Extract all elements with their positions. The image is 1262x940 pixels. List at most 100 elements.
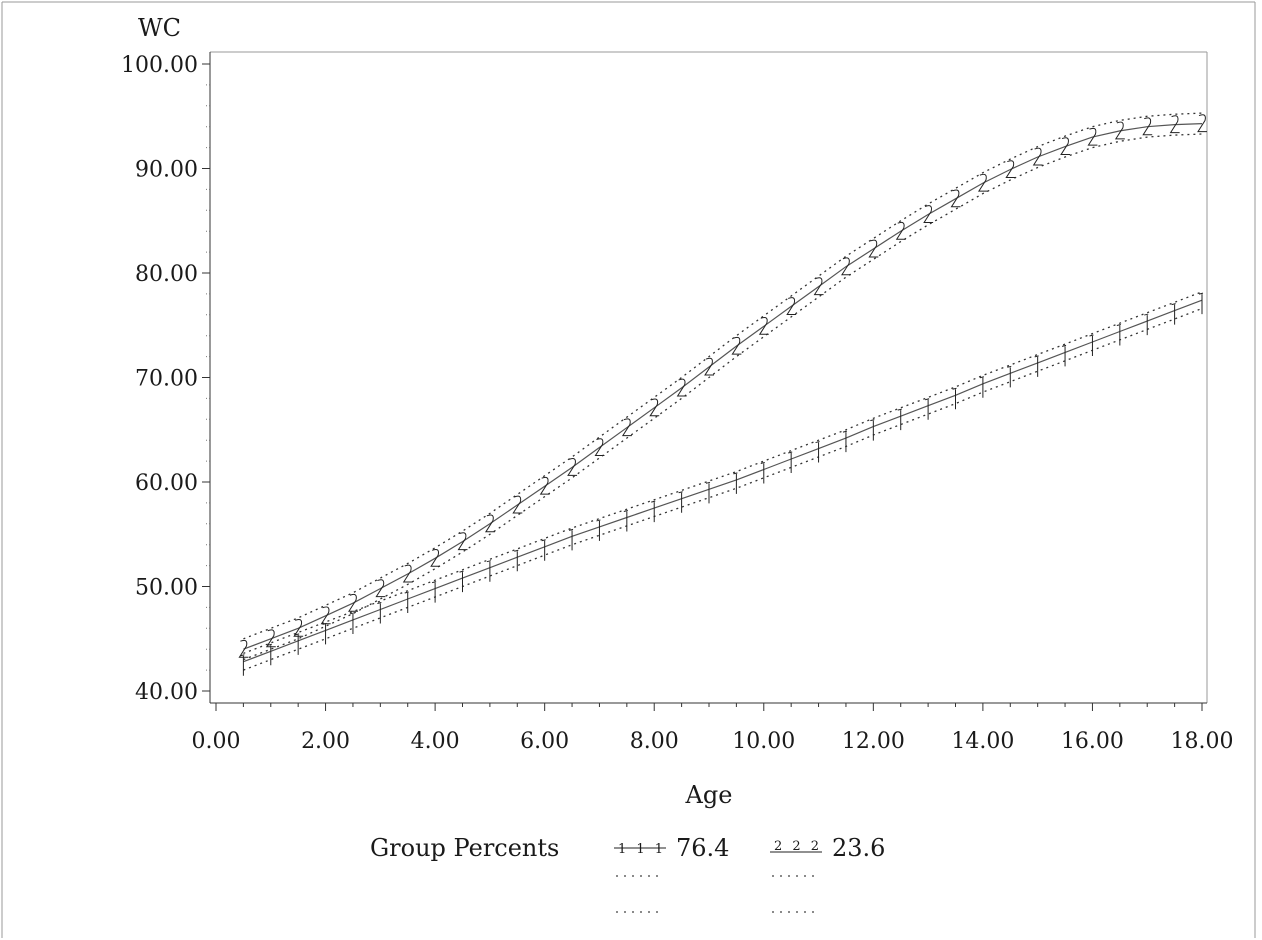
series-2-lower-ci bbox=[243, 133, 1203, 661]
series-1-point bbox=[431, 581, 437, 603]
series-1-point bbox=[1034, 355, 1039, 377]
series-1-point bbox=[1007, 365, 1012, 388]
y-axis-ticks: 40.00 50.00 60.00 70.00 80.00 90.00 100.00 bbox=[121, 53, 210, 705]
series-2-point bbox=[1005, 160, 1016, 179]
series-2-point bbox=[1169, 115, 1180, 134]
series-2-point bbox=[1197, 114, 1207, 133]
series-2-point bbox=[868, 239, 879, 258]
series-1-point bbox=[623, 510, 628, 532]
series-2-point bbox=[895, 221, 906, 240]
x-tick-label: 16.00 bbox=[1061, 729, 1124, 754]
y-tick-label: 100.00 bbox=[121, 53, 198, 78]
legend-label-2: 23.6 bbox=[832, 834, 885, 862]
series-2-point bbox=[512, 495, 523, 514]
series-1-point bbox=[1198, 292, 1204, 315]
series-1-point bbox=[651, 500, 656, 523]
series-2-point bbox=[320, 606, 331, 625]
series-1-point bbox=[568, 528, 574, 551]
series-1-point bbox=[322, 622, 327, 645]
series-layer bbox=[238, 112, 1207, 676]
x-tick-label: 4.00 bbox=[411, 729, 460, 754]
series-1-point bbox=[733, 472, 738, 494]
series-2-point bbox=[484, 514, 495, 533]
x-tick-label: 6.00 bbox=[520, 729, 569, 754]
series-1-point bbox=[897, 408, 902, 431]
series-2-point bbox=[402, 564, 413, 583]
series-1-point bbox=[870, 419, 875, 441]
legend-entry-2: 2 2 2 23.6 bbox=[770, 834, 885, 913]
series-1-point bbox=[267, 643, 272, 666]
y-tick-label: 40.00 bbox=[135, 680, 198, 705]
series-2-point bbox=[676, 378, 687, 397]
series-group-1 bbox=[240, 291, 1204, 676]
x-tick-label: 0.00 bbox=[192, 729, 241, 754]
series-1-point bbox=[240, 654, 245, 676]
series-2-point bbox=[923, 205, 934, 223]
x-axis-ticks: 0.00 2.00 4.00 6.00 8.00 10.00 12.00 14.00 16.00… bbox=[192, 703, 1234, 754]
series-1-point bbox=[377, 602, 382, 624]
series-1-point bbox=[404, 591, 409, 614]
series-2-point bbox=[1032, 147, 1043, 166]
legend-symbol-2: 2 2 2 bbox=[774, 839, 822, 854]
series-1-point bbox=[705, 481, 711, 504]
x-tick-label: 12.00 bbox=[842, 729, 905, 754]
series-1-lower-ci bbox=[243, 307, 1203, 671]
series-1-point bbox=[514, 549, 519, 572]
x-tick-label: 10.00 bbox=[732, 729, 795, 754]
x-axis-title: Age bbox=[685, 781, 733, 809]
x-tick-label: 18.00 bbox=[1171, 729, 1234, 754]
series-2-point bbox=[375, 579, 386, 598]
series-1-point bbox=[1061, 344, 1067, 367]
series-2-point bbox=[265, 629, 276, 648]
legend-symbol-1: 1 1 1 bbox=[618, 842, 666, 857]
x-axis-minor-ticks bbox=[242, 703, 1176, 707]
legend-label-1: 76.4 bbox=[676, 834, 729, 862]
series-2-point bbox=[758, 316, 769, 335]
series-1-point bbox=[1116, 324, 1121, 346]
y-axis-title: WC bbox=[138, 14, 181, 42]
y-tick-label: 60.00 bbox=[135, 471, 198, 496]
y-axis-minor-ticks bbox=[206, 84, 210, 671]
series-2-point bbox=[1087, 127, 1098, 146]
series-2-point bbox=[567, 458, 578, 476]
series-2-point bbox=[704, 357, 714, 376]
series-2-point bbox=[594, 438, 605, 457]
series-2-fit-line bbox=[243, 123, 1203, 650]
series-1-point bbox=[486, 560, 492, 582]
series-1-point bbox=[1089, 334, 1094, 356]
series-2-point bbox=[293, 618, 304, 637]
series-2-upper-ci bbox=[243, 112, 1203, 640]
series-1-point bbox=[678, 491, 683, 513]
series-1-point bbox=[760, 461, 765, 484]
legend-entry-1: 1 1 1 76.4 bbox=[614, 834, 729, 913]
series-2-point bbox=[813, 277, 824, 296]
series-2-point bbox=[1060, 137, 1071, 156]
series-2-point bbox=[977, 173, 988, 192]
series-1-point bbox=[815, 441, 820, 463]
series-2-point bbox=[621, 418, 632, 437]
series-1-point bbox=[596, 519, 601, 541]
series-1-point bbox=[1144, 313, 1149, 336]
series-2-point bbox=[539, 476, 550, 495]
series-1-point bbox=[842, 430, 848, 453]
series-1-fit-line bbox=[243, 299, 1203, 663]
y-tick-label: 70.00 bbox=[135, 367, 198, 392]
series-1-point bbox=[459, 570, 464, 593]
series-1-point bbox=[541, 539, 546, 561]
series-1-point bbox=[788, 451, 793, 474]
series-2-point bbox=[1114, 121, 1125, 140]
series-1-point bbox=[924, 398, 930, 420]
y-tick-label: 80.00 bbox=[135, 262, 198, 287]
series-1-point bbox=[1171, 303, 1176, 325]
series-2-point bbox=[238, 639, 249, 658]
x-tick-label: 8.00 bbox=[630, 729, 679, 754]
series-1-point bbox=[295, 633, 300, 655]
series-2-point bbox=[649, 398, 660, 417]
series-1-upper-ci bbox=[243, 291, 1203, 655]
series-1-point bbox=[979, 376, 985, 398]
series-2-point bbox=[731, 336, 742, 355]
series-2-point bbox=[430, 548, 441, 567]
series-2-point bbox=[348, 593, 358, 612]
